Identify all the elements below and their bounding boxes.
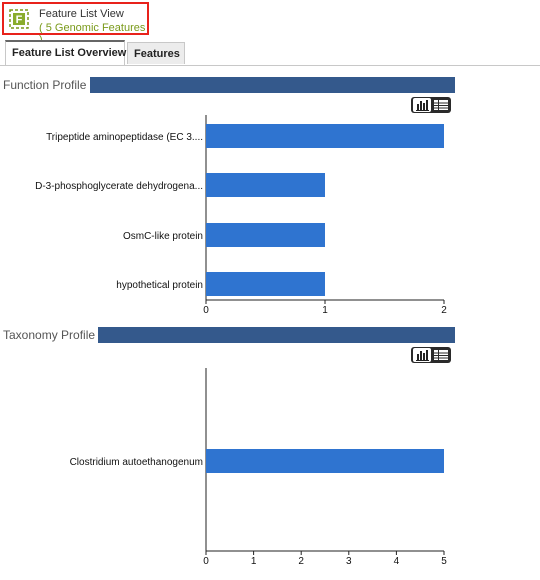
x-tick-label: 3 xyxy=(346,556,352,567)
tab-divider xyxy=(0,65,540,66)
category-label: D-3-phosphoglycerate dehydrogena... xyxy=(35,181,203,192)
function-view-toggle xyxy=(411,97,451,113)
category-label: hypothetical protein xyxy=(116,280,203,291)
category-label: OsmC-like protein xyxy=(123,231,203,242)
feature-list-icon: F xyxy=(9,9,29,29)
feature-list-header: F Feature List View ( 5 Genomic Features… xyxy=(2,2,149,46)
taxonomy-profile-bar xyxy=(98,327,455,343)
chart-bar xyxy=(206,449,444,473)
feature-icon-letter: F xyxy=(16,14,23,26)
x-tick-label: 0 xyxy=(203,556,209,567)
chart-bar xyxy=(206,223,325,247)
category-label: Clostridium autoethanogenum xyxy=(70,457,203,468)
function-profile-title: Function Profile xyxy=(3,78,87,92)
x-tick-label: 1 xyxy=(251,556,257,567)
x-tick-label: 4 xyxy=(394,556,400,567)
x-tick-label: 2 xyxy=(441,305,447,316)
x-tick-label: 0 xyxy=(203,305,209,316)
taxonomy-profile-title: Taxonomy Profile xyxy=(3,328,96,342)
chart-bar xyxy=(206,272,325,296)
tab-feature-list-overview[interactable]: Feature List Overview xyxy=(5,40,127,66)
bar-chart-icon[interactable] xyxy=(413,98,431,112)
tab-features[interactable]: Features xyxy=(127,42,185,64)
tab-label: Feature List Overview xyxy=(12,47,127,59)
chart-bar xyxy=(206,124,444,148)
x-tick-label: 5 xyxy=(441,556,447,567)
x-tick-label: 1 xyxy=(322,305,328,316)
tab-label: Features xyxy=(134,48,180,60)
header-title: Feature List View xyxy=(39,8,124,20)
x-tick-label: 2 xyxy=(298,556,304,567)
chart-bar xyxy=(206,173,325,197)
table-icon[interactable] xyxy=(432,348,450,362)
bar-chart-icon[interactable] xyxy=(413,348,431,362)
table-icon[interactable] xyxy=(432,98,450,112)
taxonomy-view-toggle xyxy=(411,347,451,363)
function-profile-bar xyxy=(90,77,455,93)
category-label: Tripeptide aminopeptidase (EC 3.... xyxy=(46,132,203,143)
